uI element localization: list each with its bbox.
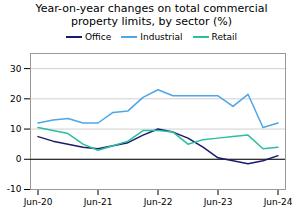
svg-text:30: 30: [10, 63, 22, 73]
svg-text:-10: -10: [7, 184, 22, 194]
svg-text:20: 20: [10, 94, 22, 104]
svg-text:Jun-21: Jun-21: [83, 197, 113, 207]
html-text:Retail: Retail: [211, 32, 237, 42]
svg-text:Jun-22: Jun-22: [143, 197, 173, 207]
svg-text:Jun-24: Jun-24: [263, 197, 293, 207]
html-text:Industrial: Industrial: [140, 32, 183, 42]
svg-text:Jun-20: Jun-20: [23, 197, 53, 207]
svg-text:Jun-23: Jun-23: [203, 197, 233, 207]
svg-text:10: 10: [10, 124, 22, 134]
svg-text:0: 0: [16, 154, 22, 164]
html-text:property limits, by sector (%): property limits, by sector (%): [70, 15, 233, 28]
html-text:Year-on-year changes on total: Year-on-year changes on total commercial: [35, 2, 268, 15]
html-text:Office: Office: [85, 32, 112, 42]
